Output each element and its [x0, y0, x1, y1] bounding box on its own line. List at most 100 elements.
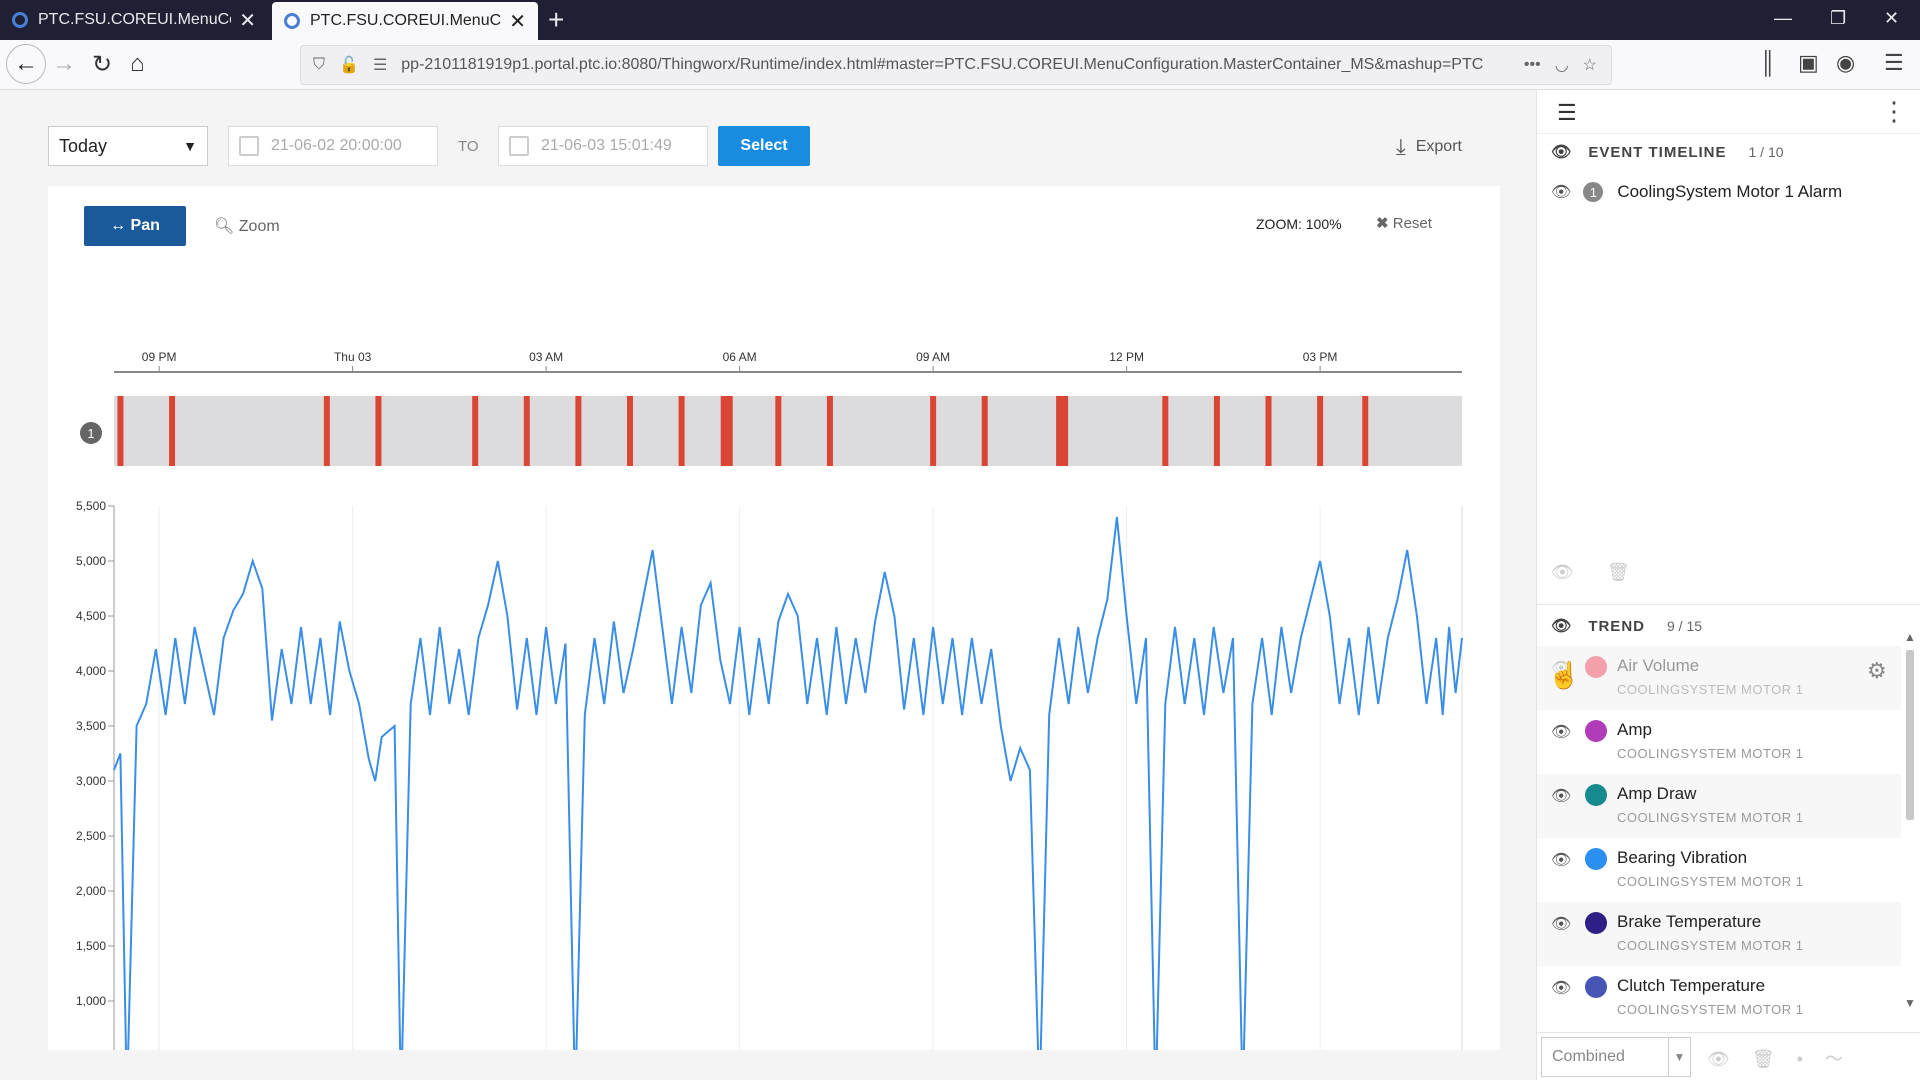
y-axis-tick-label: 4,000: [76, 664, 106, 678]
reload-icon[interactable]: ↻: [92, 51, 113, 78]
trend-item-bearing-vibration[interactable]: 👁 Bearing Vibration COOLINGSYSTEM MOTOR …: [1537, 838, 1901, 902]
series-color-dot: [1585, 656, 1607, 678]
trend-item-clutch-temperature[interactable]: 👁 Clutch Temperature COOLINGSYSTEM MOTOR…: [1537, 966, 1901, 1030]
new-tab-icon[interactable]: +: [548, 4, 565, 35]
close-tab-icon[interactable]: ✕: [239, 9, 256, 32]
kebab-menu-icon[interactable]: ⋮: [1881, 96, 1907, 126]
browser-tab-1[interactable]: PTC.FSU.COREUI.MenuConfigu ✕: [0, 0, 268, 40]
alarm-marker: [775, 396, 782, 466]
top-axis-tick-label: 06 AM: [723, 350, 757, 364]
eye-icon[interactable]: 👁: [1551, 618, 1573, 635]
trend-count: 9 / 15: [1666, 618, 1703, 634]
scrollbar-thumb[interactable]: [1906, 650, 1914, 820]
trend-name: Bearing Vibration: [1617, 848, 1748, 867]
eye-icon[interactable]: 👁: [1551, 144, 1573, 161]
reset-button[interactable]: ✖ Reset: [1376, 214, 1432, 232]
to-date-value: 21-06-03 15:01:49: [541, 137, 672, 154]
legend-toolbar: ☰ ⋮: [1537, 90, 1920, 134]
magnifier-icon: 🔍︎: [214, 218, 235, 235]
download-icon: ⤓: [1396, 134, 1406, 159]
account-icon[interactable]: ◉: [1836, 50, 1856, 75]
from-date-field[interactable]: 21-06-02 20:00:00: [228, 126, 438, 166]
event-item[interactable]: 👁 1 CoolingSystem Motor 1 Alarm: [1537, 172, 1920, 212]
alarm-marker: [1317, 396, 1324, 466]
browser-tab-2[interactable]: PTC.FSU.COREUI.MenuConfigu ✕: [272, 2, 538, 40]
event-lane: [114, 396, 1462, 466]
trend-name: Brake Temperature: [1617, 912, 1762, 931]
top-axis-tick-label: 09 PM: [142, 350, 177, 364]
menu-icon[interactable]: ☰: [1884, 50, 1904, 75]
trash-icon[interactable]: 🗑: [1606, 562, 1630, 582]
alarm-marker: [472, 396, 479, 466]
eye-icon[interactable]: 👁: [1551, 184, 1572, 201]
close-icon: ✖: [1376, 215, 1389, 232]
bookmark-star-icon[interactable]: ☆: [1582, 57, 1597, 74]
to-date-field[interactable]: 21-06-03 15:01:49: [498, 126, 708, 166]
range-dropdown[interactable]: Today ▼: [48, 126, 208, 166]
marker-icon[interactable]: •: [1796, 1049, 1826, 1069]
eye-icon[interactable]: 👁: [1551, 562, 1574, 582]
trend-item-amp[interactable]: 👁 Amp COOLINGSYSTEM MOTOR 1: [1537, 710, 1901, 774]
url-bar[interactable]: ⛉ 🔓 ☰ pp-2101181919p1.portal.ptc.io:8080…: [300, 45, 1612, 85]
alarm-marker: [575, 396, 582, 466]
sidebar-icon[interactable]: ▣: [1798, 50, 1819, 75]
scroll-up-icon[interactable]: ▲: [1904, 630, 1916, 644]
alarm-marker: [826, 396, 833, 466]
pocket-icon[interactable]: ◡: [1554, 57, 1569, 74]
chevron-down-icon: ▼: [1668, 1038, 1690, 1076]
pan-button[interactable]: ↔ Pan: [84, 206, 186, 246]
y-axis-tick-label: 4,500: [76, 609, 106, 623]
eye-icon[interactable]: 👁: [1707, 1049, 1752, 1069]
event-name: CoolingSystem Motor 1 Alarm: [1617, 182, 1843, 201]
insecure-lock-icon[interactable]: 🔓: [339, 57, 359, 74]
eye-icon[interactable]: 👁: [1551, 916, 1572, 933]
hand-cursor-icon: ☝: [1548, 660, 1581, 690]
eye-icon[interactable]: 👁: [1551, 852, 1572, 869]
zoom-button-label: Zoom: [238, 218, 280, 235]
library-icon[interactable]: ║: [1760, 50, 1776, 75]
shield-icon[interactable]: ⛉: [313, 56, 326, 73]
event-lane-badge-label: 1: [87, 426, 94, 441]
forward-icon[interactable]: →: [52, 50, 76, 77]
database-icon[interactable]: ☰: [1557, 100, 1577, 125]
restore-icon[interactable]: ❐: [1830, 8, 1847, 28]
view-mode-dropdown[interactable]: Combined ▼: [1541, 1037, 1691, 1077]
trend-item-brake-temperature[interactable]: 👁 Brake Temperature COOLINGSYSTEM MOTOR …: [1537, 902, 1901, 966]
trend-source: COOLINGSYSTEM MOTOR 1: [1617, 810, 1804, 825]
ptc-favicon-icon: [12, 12, 28, 28]
zoom-button[interactable]: 🔍︎ Zoom: [214, 216, 280, 236]
alarm-marker: [375, 396, 382, 466]
trend-scrollbar[interactable]: ▲ ▼: [1901, 630, 1919, 1010]
alarm-marker: [930, 396, 937, 466]
view-mode-value: Combined: [1552, 1048, 1625, 1065]
export-button[interactable]: ⤓ Export: [1396, 134, 1462, 160]
browser-tab-bar: PTC.FSU.COREUI.MenuConfigu ✕ PTC.FSU.COR…: [0, 0, 1920, 40]
series-color-dot: [1585, 720, 1607, 742]
home-icon[interactable]: ⌂: [130, 50, 145, 77]
eye-icon[interactable]: 👁: [1551, 788, 1572, 805]
permissions-icon[interactable]: ☰: [372, 57, 388, 74]
minimize-icon[interactable]: —: [1774, 8, 1792, 28]
close-tab-icon[interactable]: ✕: [509, 10, 526, 33]
zoom-level: ZOOM: 100%: [1256, 216, 1342, 232]
eye-icon[interactable]: 👁: [1551, 980, 1572, 997]
trend-item-amp-draw[interactable]: 👁 Amp Draw COOLINGSYSTEM MOTOR 1: [1537, 774, 1901, 838]
scroll-down-icon[interactable]: ▼: [1904, 996, 1916, 1010]
legend-bottom-bar: Combined ▼ 👁🗑•〜: [1537, 1032, 1920, 1080]
series-color-dot: [1585, 912, 1607, 934]
trash-icon[interactable]: 🗑: [1751, 1049, 1797, 1069]
y-axis-tick-label: 1,000: [76, 994, 106, 1008]
eye-off-icon[interactable]: 👁: [1551, 660, 1572, 677]
alarm-marker: [1213, 396, 1220, 466]
gear-icon[interactable]: ⚙: [1867, 658, 1887, 683]
select-button[interactable]: Select: [718, 126, 810, 166]
trend-chart[interactable]: 09 PM Thu 03 03 AM 06 AM 09 AM 12 PM 03 PM 1 5,5…: [48, 186, 1500, 1050]
eye-icon[interactable]: 👁: [1551, 724, 1572, 741]
back-icon[interactable]: ←: [6, 44, 46, 84]
trend-item-air-volume[interactable]: 👁 Air Volume COOLINGSYSTEM MOTOR 1 ⚙: [1537, 646, 1901, 710]
trend-line-icon[interactable]: 〜: [1825, 1049, 1866, 1069]
close-window-icon[interactable]: ✕: [1884, 8, 1900, 28]
trend-label: TREND: [1588, 617, 1645, 635]
chevron-down-icon: ▼: [183, 138, 197, 154]
more-icon[interactable]: •••: [1523, 56, 1541, 73]
